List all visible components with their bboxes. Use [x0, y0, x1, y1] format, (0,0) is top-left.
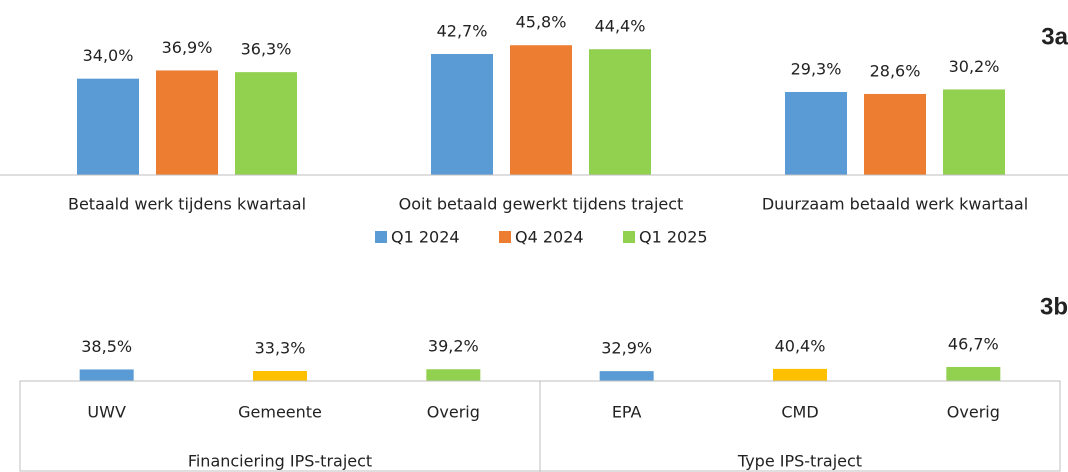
data-label: 34,0% [83, 46, 134, 65]
legend-swatch [499, 231, 511, 243]
chart-title: 3b [1040, 293, 1068, 320]
legend-label: Q1 2025 [639, 228, 708, 247]
legend-label: Q1 2024 [391, 228, 460, 247]
x-tick-label: Betaald werk tijdens kwartaal [68, 195, 306, 214]
x-tick-label: Overig [947, 403, 1000, 422]
x-tick-label: EPA [612, 403, 642, 422]
data-label: 36,3% [241, 40, 292, 59]
x-tick-label: Gemeente [238, 403, 322, 422]
data-label: 45,8% [516, 13, 567, 32]
bar [253, 371, 307, 381]
data-label: 38,5% [81, 337, 132, 356]
bar [79, 369, 134, 381]
bar [431, 54, 493, 176]
bar [156, 70, 218, 175]
data-label: 33,3% [255, 339, 306, 358]
bar [773, 368, 827, 381]
bar [864, 93, 926, 175]
bar [785, 91, 847, 175]
data-label: 46,7% [948, 334, 999, 353]
bar [426, 369, 481, 381]
x-tick-label: Duurzaam betaald werk kwartaal [762, 195, 1028, 214]
group-label: Financiering IPS-traject [188, 452, 372, 471]
data-label: 36,9% [162, 38, 213, 57]
bar [77, 78, 139, 175]
x-tick-label: Ooit betaald gewerkt tijdens traject [399, 195, 684, 214]
legend-swatch [375, 231, 387, 243]
group-label: Type IPS-traject [737, 452, 862, 471]
legend-label: Q4 2024 [515, 228, 584, 247]
data-label: 30,2% [949, 57, 1000, 76]
data-label: 32,9% [601, 339, 652, 358]
data-label: 28,6% [870, 61, 921, 80]
bar [589, 49, 651, 176]
data-label: 44,4% [595, 17, 646, 36]
data-label: 42,7% [437, 22, 488, 41]
data-label: 40,4% [775, 336, 826, 355]
bar [943, 89, 1005, 175]
legend-swatch [623, 231, 635, 243]
chart-title: 3a [1041, 23, 1068, 50]
bar [510, 45, 572, 175]
bar [599, 371, 654, 381]
data-label: 39,2% [428, 337, 479, 356]
bar [946, 366, 1001, 381]
bar [235, 72, 297, 175]
x-tick-label: Overig [427, 403, 480, 422]
data-label: 29,3% [791, 59, 842, 78]
x-tick-label: UWV [87, 403, 126, 422]
x-tick-label: CMD [781, 403, 818, 422]
